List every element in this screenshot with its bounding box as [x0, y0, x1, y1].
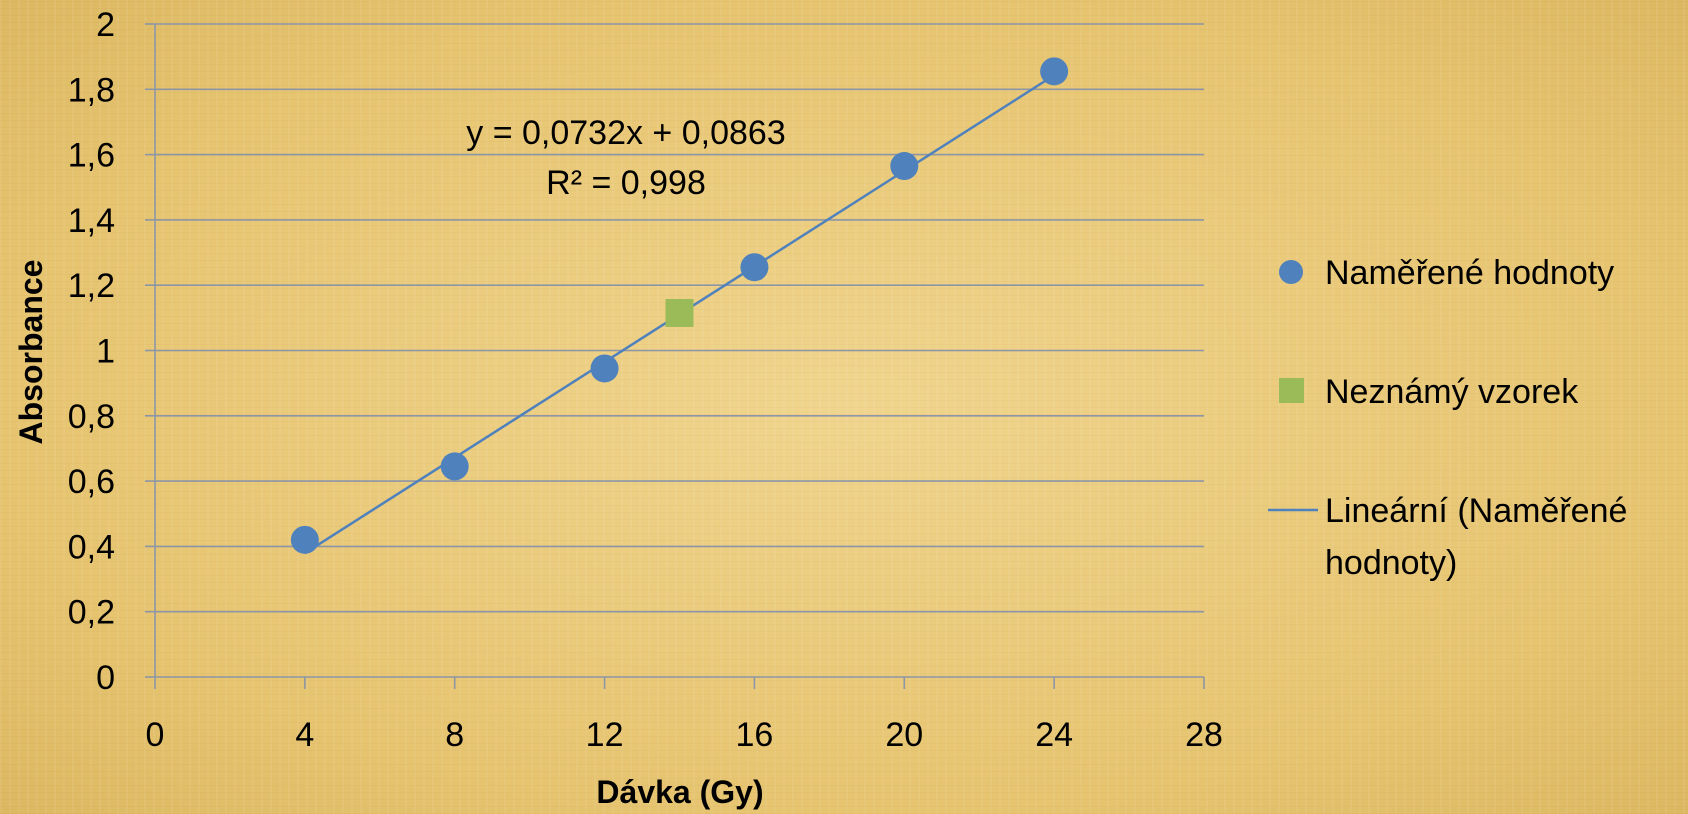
- y-axis-title: Absorbance: [13, 260, 49, 445]
- point-measured-1: [440, 452, 469, 481]
- gridlines: [155, 23, 1204, 613]
- y-tick-label-2: 0,4: [68, 528, 115, 566]
- trendline-equation: y = 0,0732x + 0,0863: [466, 114, 785, 152]
- y-tick-label-6: 1,2: [68, 267, 115, 305]
- data-points: [290, 57, 1069, 554]
- y-tick-label-0: 0: [96, 659, 115, 697]
- y-tick-label-5: 1: [96, 333, 115, 371]
- x-tick-labels: 0 4 8 12 16 20 24 28: [146, 716, 1223, 754]
- y-tick-label-9: 1,8: [68, 71, 115, 109]
- x-tick-label-1: 4: [295, 716, 314, 754]
- legend-label-trendline-line1: Lineární (Naměřené: [1325, 492, 1627, 530]
- legend-label-unknown: Neznámý vzorek: [1325, 373, 1579, 411]
- x-tick-label-6: 24: [1035, 716, 1073, 754]
- axes: [145, 23, 1205, 689]
- point-unknown-0: [665, 298, 694, 327]
- y-tick-labels: 0 0,2 0,4 0,6 0,8 1 1,2 1,4 1,6 1,8 2: [68, 6, 115, 697]
- x-tick-label-0: 0: [146, 716, 165, 754]
- point-measured-2: [590, 354, 619, 383]
- y-tick-label-8: 1,6: [68, 137, 115, 175]
- legend-marker-unknown: [1279, 378, 1304, 403]
- point-measured-3: [740, 253, 769, 282]
- trendline-r-squared: R² = 0,998: [546, 164, 706, 202]
- point-measured-5: [1040, 57, 1069, 86]
- y-tick-label-3: 0,6: [68, 463, 115, 501]
- x-tick-label-3: 12: [586, 716, 624, 754]
- legend-label-measured: Naměřené hodnoty: [1325, 254, 1614, 292]
- point-measured-0: [290, 525, 319, 554]
- x-tick-label-4: 16: [736, 716, 774, 754]
- y-tick-label-10: 2: [96, 6, 115, 44]
- y-tick-label-1: 0,2: [68, 594, 115, 632]
- legend-marker-measured: [1279, 260, 1303, 284]
- y-tick-label-7: 1,4: [68, 202, 115, 240]
- point-measured-4: [890, 152, 919, 181]
- y-tick-label-4: 0,8: [68, 398, 115, 436]
- legend: Naměřené hodnoty Neznámý vzorek Lineární…: [1268, 254, 1627, 582]
- x-axis-title: Dávka (Gy): [596, 774, 763, 810]
- x-tick-label-7: 28: [1185, 716, 1223, 754]
- x-tick-label-2: 8: [445, 716, 464, 754]
- legend-label-trendline-line2: hodnoty): [1325, 544, 1457, 582]
- x-tick-label-5: 20: [885, 716, 923, 754]
